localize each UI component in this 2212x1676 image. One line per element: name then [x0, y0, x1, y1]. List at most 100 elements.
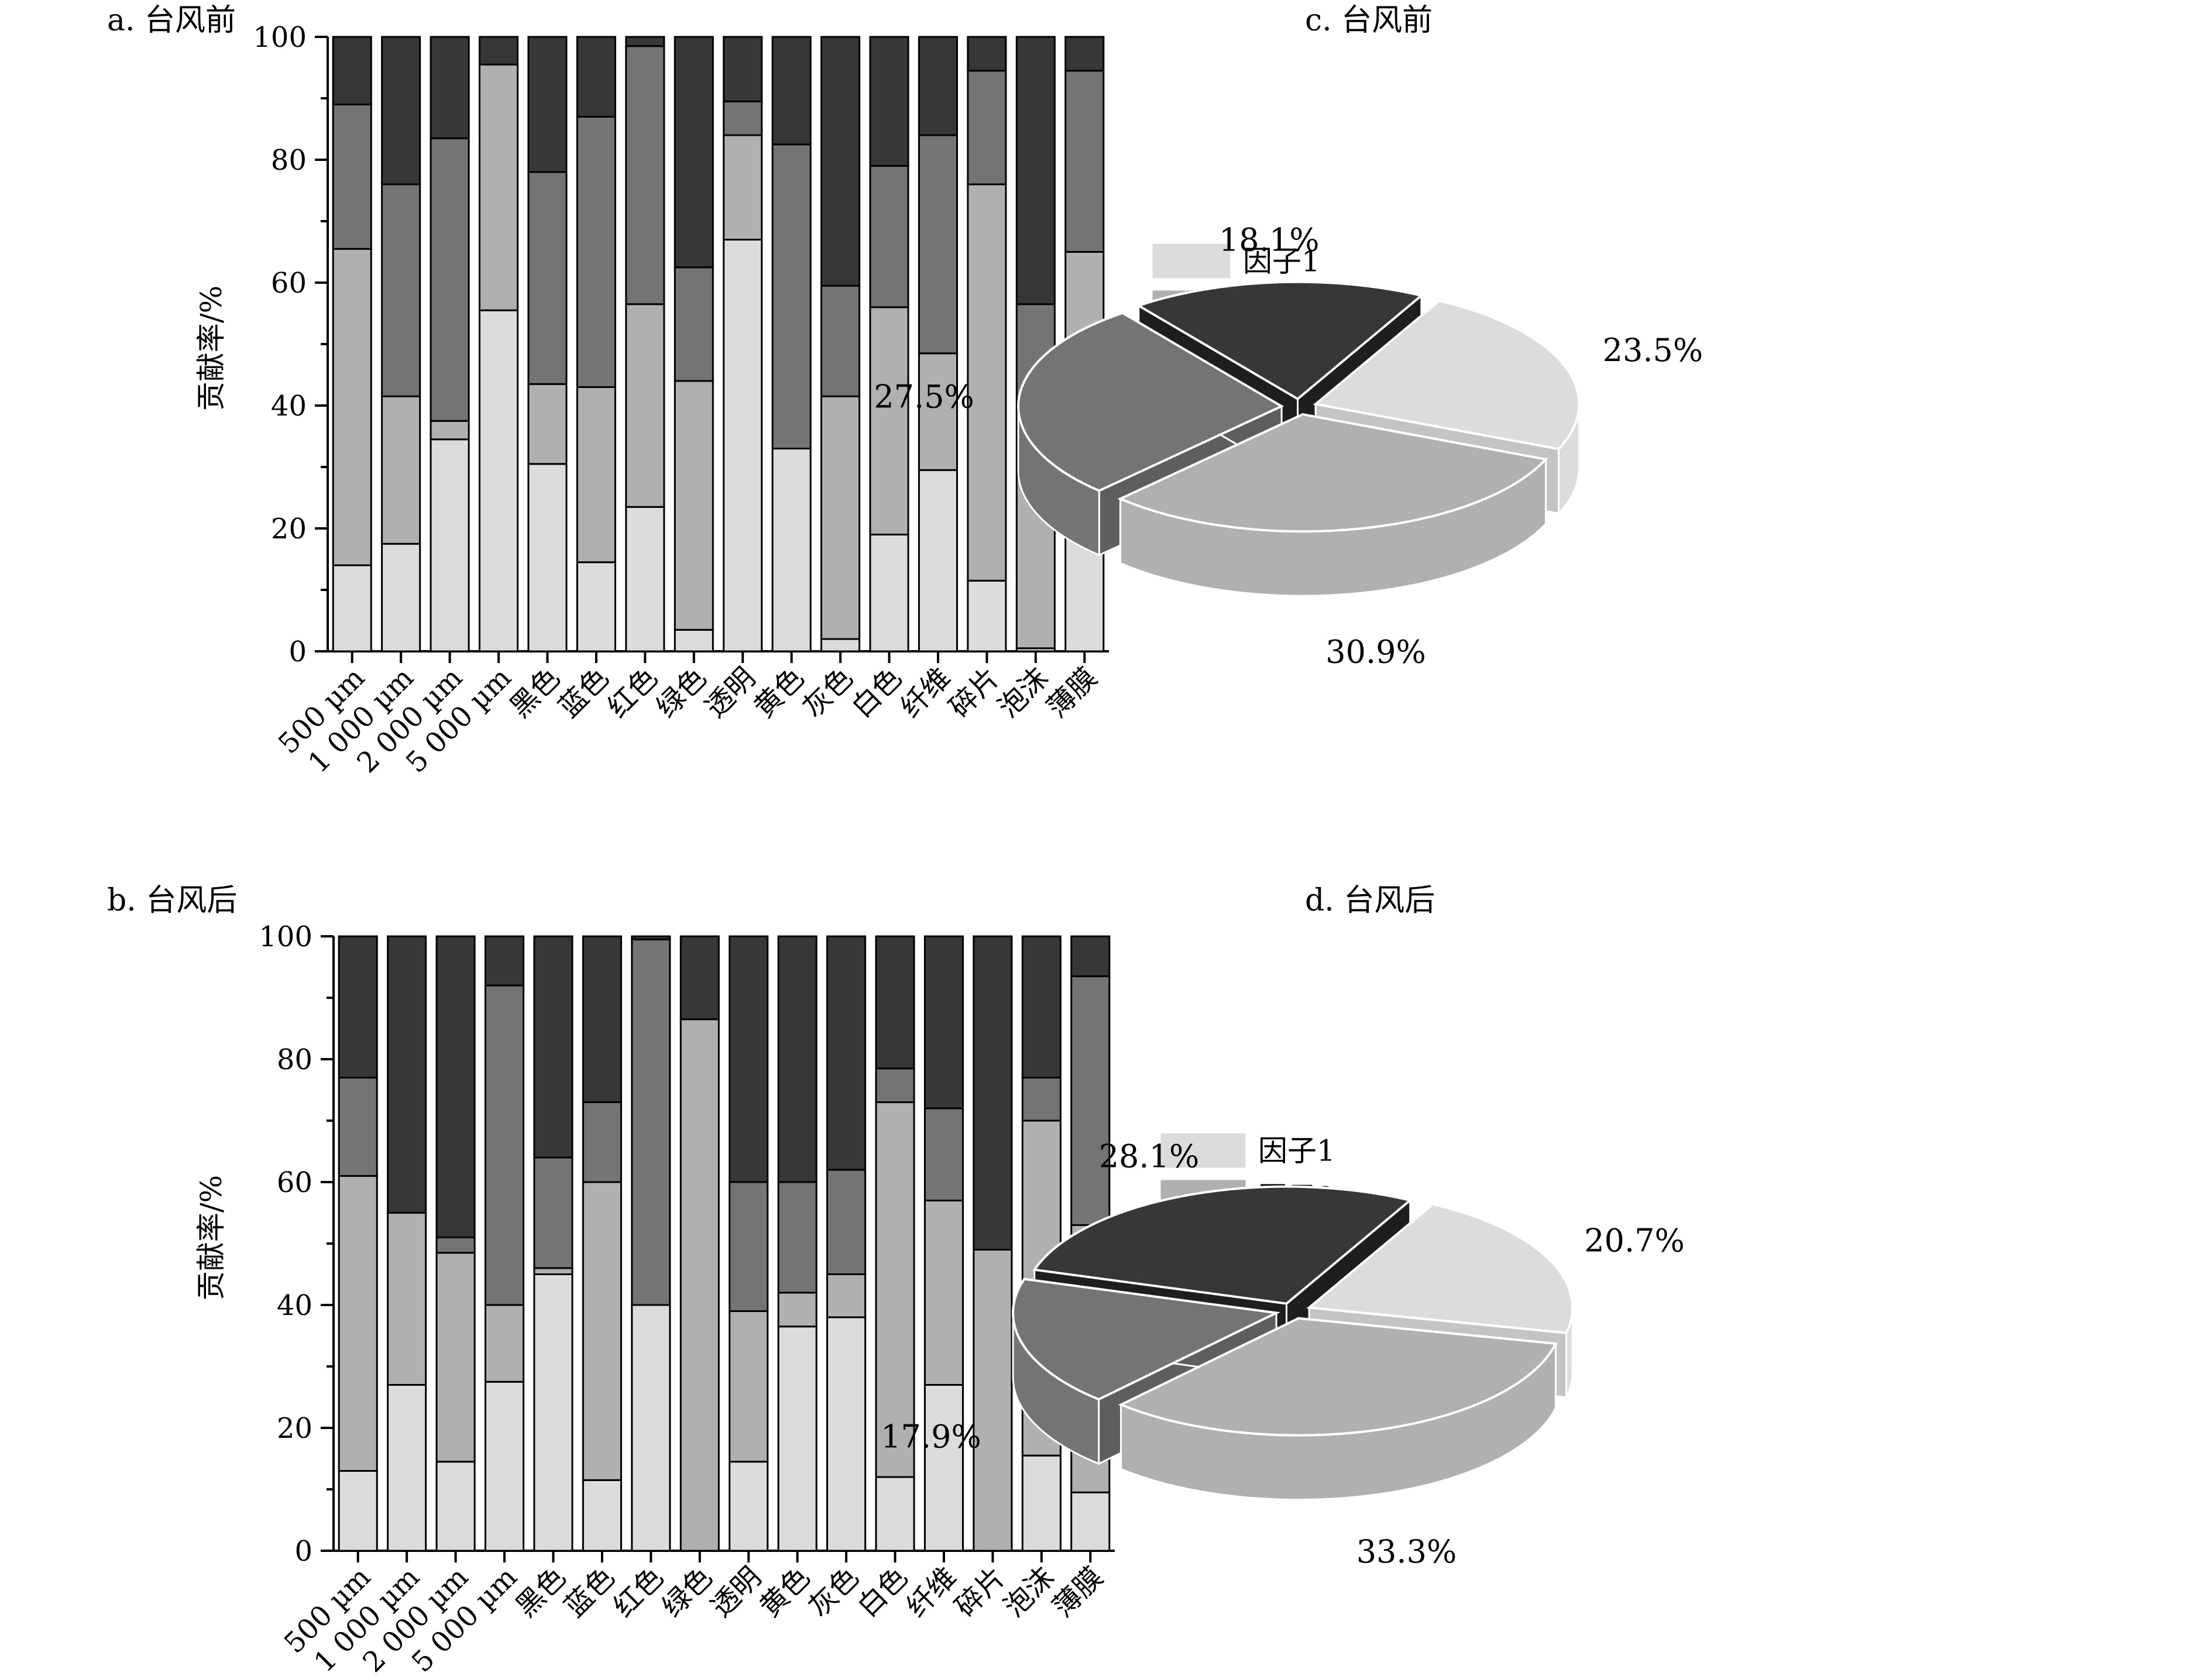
y-tick-label: 80 — [271, 144, 307, 177]
bar-segment-factor3 — [338, 1077, 378, 1177]
bar-segment-factor4 — [967, 36, 1007, 72]
y-tick-label: 40 — [277, 1289, 312, 1322]
bar-segment-factor2 — [820, 395, 861, 640]
category-label: 纤维 — [900, 1561, 963, 1623]
bar-segment-factor4 — [1070, 935, 1111, 977]
y-tick-label: 0 — [288, 636, 307, 668]
bar-segment-factor3 — [625, 45, 665, 305]
bar-segment-factor1 — [869, 534, 909, 652]
bar-segment-factor1 — [430, 438, 470, 652]
panel-d-title: d. 台风后 — [1305, 883, 1435, 918]
pie-top — [1135, 280, 1424, 401]
category-label: 灰色 — [802, 1561, 865, 1623]
legend-swatch-factor1 — [1159, 1131, 1248, 1170]
panel-b-title: b. 台风后 — [107, 883, 237, 918]
y-tick-label: 0 — [294, 1535, 312, 1568]
bar-segment-factor3 — [777, 1181, 818, 1294]
pie-chart-d: 20.7% 33.3% 17.9% 28.1% — [881, 1138, 1685, 1571]
bar-segment-factor3 — [729, 1181, 769, 1312]
bar-segment-factor3 — [820, 284, 861, 397]
pie-top — [1313, 299, 1581, 451]
category-label: 薄膜 — [1046, 1561, 1109, 1623]
bar-segment-factor4 — [918, 36, 959, 136]
bar-segment-factor2 — [484, 1304, 525, 1383]
bar-segment-factor1 — [723, 239, 763, 652]
bar-segment-factor2 — [679, 1018, 720, 1552]
bar-segment-factor1 — [918, 469, 959, 652]
y-tick-label: 80 — [277, 1043, 312, 1076]
pie-slice-factor2 — [1117, 413, 1548, 597]
bar-segment-factor2 — [576, 386, 616, 564]
bar-segment-factor2 — [533, 1267, 573, 1275]
bar-segment-factor3 — [1064, 70, 1105, 253]
panel-b-ylabel: 贡献率/% — [194, 1175, 228, 1300]
bar-segment-factor2 — [381, 395, 421, 545]
bar-segment-factor3 — [723, 100, 763, 136]
bar-segment-factor4 — [381, 36, 421, 186]
bar-segment-factor4 — [869, 36, 909, 167]
bar-segment-factor2 — [826, 1273, 867, 1318]
category-label: 薄膜 — [1040, 661, 1103, 724]
bar-segment-factor2 — [430, 420, 470, 441]
bar-segment-factor1 — [967, 579, 1007, 652]
bar-segment-factor1 — [332, 564, 372, 652]
pie-top — [1306, 1203, 1574, 1334]
bar-segment-factor1 — [576, 561, 616, 652]
bar-segment-factor4 — [387, 935, 427, 1214]
pie-label-factor2: 33.3% — [1356, 1533, 1457, 1570]
bar-segment-factor3 — [576, 116, 616, 388]
category-label: 蓝色 — [558, 1561, 621, 1623]
bar-segment-factor3 — [1021, 1077, 1062, 1122]
bar-segment-factor4 — [430, 36, 470, 139]
bar-segment-factor4 — [478, 36, 519, 66]
category-label: 红色 — [607, 1561, 669, 1623]
bar-segment-factor4 — [729, 935, 769, 1183]
category-label: 透明 — [699, 661, 761, 724]
bar-segment-factor4 — [923, 935, 964, 1110]
bar-segment-factor1 — [777, 1325, 818, 1552]
bar-segment-factor4 — [435, 935, 476, 1238]
bar-segment-factor3 — [923, 1107, 964, 1201]
bar-segment-factor4 — [674, 36, 714, 269]
category-label: 泡沫 — [998, 1561, 1060, 1623]
pie-label-factor3: 27.5% — [874, 378, 974, 415]
category-label: 碎片 — [943, 661, 1005, 724]
category-label: 白色 — [846, 661, 908, 724]
bar-segment-factor1 — [820, 638, 861, 652]
category-label: 红色 — [601, 661, 664, 724]
bar-segment-factor1 — [923, 1384, 964, 1552]
pie-label-factor2: 30.9% — [1325, 633, 1426, 670]
category-label: 白色 — [851, 1561, 914, 1623]
panel-a-title: a. 台风前 — [107, 3, 236, 38]
bar-segment-factor3 — [533, 1156, 573, 1269]
bar-segment-factor4 — [527, 36, 568, 173]
category-label: 黄色 — [754, 1561, 816, 1623]
pie-label-factor4: 28.1% — [1099, 1138, 1200, 1175]
pie-label-factor4: 18.1% — [1219, 222, 1320, 259]
bar-segment-factor4 — [1021, 935, 1062, 1079]
bar-segment-factor1 — [1070, 1491, 1111, 1552]
bar-segment-factor4 — [771, 36, 812, 146]
bar-segment-factor4 — [1064, 36, 1105, 72]
bar-segment-factor4 — [973, 935, 1013, 1251]
y-tick-label: 100 — [253, 21, 307, 54]
bar-segment-factor4 — [338, 935, 378, 1079]
y-tick-label: 100 — [259, 921, 312, 953]
legend-label-factor1: 因子1 — [1243, 244, 1320, 278]
bar-segment-factor3 — [1070, 975, 1111, 1226]
category-label: 绿色 — [656, 1561, 719, 1623]
category-label: 碎片 — [949, 1561, 1011, 1623]
panel-a-ylabel: 贡献率/% — [194, 286, 228, 411]
bar-segment-factor4 — [533, 935, 573, 1159]
pie-top — [1012, 1277, 1280, 1401]
bar-segment-factor2 — [478, 63, 519, 311]
pie-top — [1118, 1317, 1558, 1437]
category-label: 绿色 — [650, 661, 713, 724]
category-label: 黑色 — [503, 661, 566, 724]
bar-segment-factor1 — [435, 1461, 476, 1552]
pie-label-factor1: 20.7% — [1584, 1222, 1685, 1259]
bar-segment-factor4 — [875, 935, 915, 1070]
pie-top — [1117, 413, 1548, 533]
bar-segment-factor3 — [875, 1067, 915, 1103]
